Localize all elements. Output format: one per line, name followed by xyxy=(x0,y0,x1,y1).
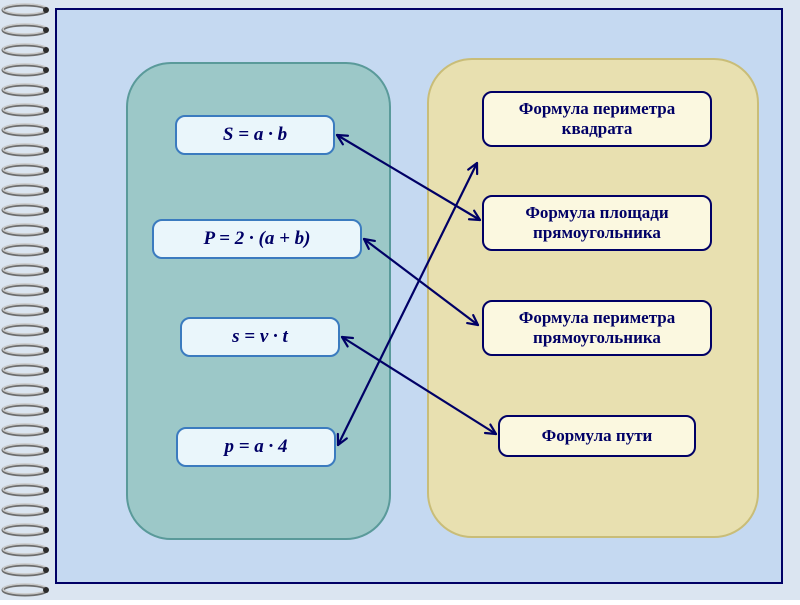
desc-text: Формула периметра квадрата xyxy=(494,99,700,140)
desc-text: Формула площади прямоугольника xyxy=(494,203,700,244)
desc-area-rect: Формула площади прямоугольника xyxy=(482,195,712,251)
formula-perimeter-square: p = a · 4 xyxy=(176,427,336,467)
formula-distance: s = v · t xyxy=(180,317,340,357)
formula-perimeter-rect: P = 2 · (a + b) xyxy=(152,219,362,259)
desc-perimeter-rect: Формула периметра прямоугольника xyxy=(482,300,712,356)
formula-text: S = a · b xyxy=(223,124,287,147)
desc-distance: Формула пути xyxy=(498,415,696,457)
formula-text: P = 2 · (a + b) xyxy=(204,228,311,251)
desc-text: Формула пути xyxy=(542,426,653,446)
desc-perimeter-square: Формула периметра квадрата xyxy=(482,91,712,147)
spiral-binding xyxy=(0,0,55,600)
formula-text: p = a · 4 xyxy=(224,436,287,459)
formula-area-rect: S = a · b xyxy=(175,115,335,155)
desc-text: Формула периметра прямоугольника xyxy=(494,308,700,349)
formula-text: s = v · t xyxy=(232,326,288,349)
